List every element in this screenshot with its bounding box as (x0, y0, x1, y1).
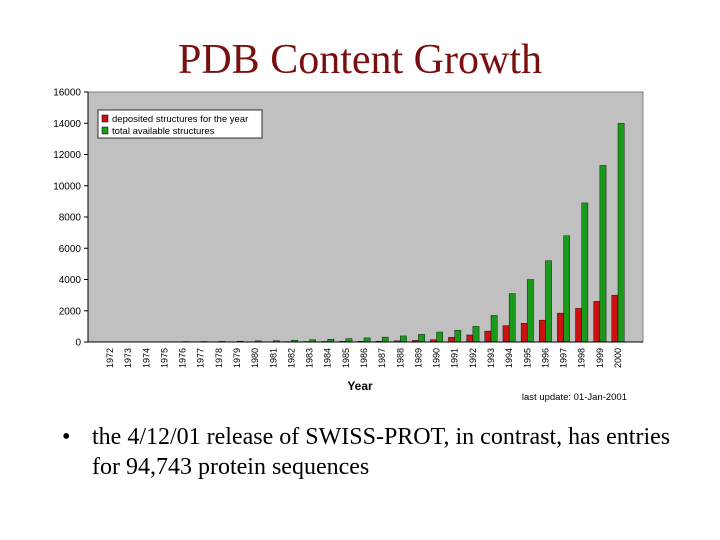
x-tick-label: 1994 (504, 348, 514, 368)
x-tick-label: 1996 (540, 348, 550, 368)
bar-total-1997 (563, 235, 570, 343)
bar-total-1994 (508, 293, 516, 343)
bar-deposited-1999 (593, 301, 601, 343)
bar-total-1998 (581, 202, 589, 343)
y-tick-label: 4000 (59, 275, 82, 286)
bar-total-1996 (545, 260, 552, 343)
y-tick-label: 14000 (53, 119, 81, 130)
x-tick-label: 1978 (214, 348, 224, 368)
y-tick-label: 12000 (53, 150, 81, 161)
bar-deposited-1998 (575, 308, 582, 343)
bar-total-1992 (472, 326, 480, 343)
bar-total-1988 (400, 335, 407, 343)
bars-group (103, 123, 625, 343)
bar-deposited-1991 (448, 337, 455, 343)
x-tick-label: 1974 (141, 348, 151, 368)
legend-swatch (101, 126, 109, 135)
bar-total-1999 (599, 165, 607, 343)
slide-title: PDB Content Growth (177, 37, 542, 83)
bar-total-1991 (454, 330, 462, 343)
x-tick-label: 1983 (305, 348, 315, 368)
legend-entry: deposited structures for the year (112, 114, 248, 125)
x-tick-label: 1986 (359, 348, 369, 368)
y-axis: 0 2000 4000 6000 8000 10000 12000 14000 16000 (53, 88, 89, 349)
bar-total-1995 (527, 279, 534, 343)
last-update-annotation: last update: 01-Jan-2001 (522, 392, 627, 403)
x-tick-label: 1998 (577, 348, 587, 368)
x-tick-label: 2000 (613, 348, 623, 368)
legend-entry: total available structures (112, 126, 215, 137)
x-tick-label: 1985 (341, 348, 351, 368)
y-tick-label: 10000 (53, 181, 81, 192)
bullet-text: the 4/12/01 release of SWISS-PROT, in co… (92, 424, 671, 480)
x-tick-label: 1993 (486, 348, 496, 368)
x-tick-label: 1981 (268, 348, 278, 368)
chart-container: 0 2000 4000 6000 8000 10000 12000 14000 16000 19… (40, 86, 660, 406)
bullet-point: • the 4/12/01 release of SWISS-PROT, in … (62, 422, 682, 482)
x-tick-label: 1990 (432, 348, 442, 368)
legend-swatch (101, 114, 109, 123)
bar-deposited-1992 (466, 334, 474, 343)
legend-box (97, 109, 263, 139)
x-tick-label: 1972 (105, 348, 115, 368)
bar-total-1986 (363, 337, 371, 343)
pdb-growth-chart: 0 2000 4000 6000 8000 10000 12000 14000 16000 19… (53, 88, 644, 403)
x-tick-label: 1995 (522, 348, 532, 368)
x-tick-label: 1977 (196, 348, 206, 368)
x-tick-label: 1991 (450, 348, 460, 368)
x-tick-label: 1979 (232, 348, 242, 368)
x-axis: 1972 1973 1974 1975 1976 1977 1978 1979 1980 1981… (88, 341, 643, 368)
x-tick-label: 1999 (595, 348, 605, 368)
bar-total-1990 (436, 331, 443, 343)
y-tick-label: 8000 (59, 213, 82, 224)
y-tick-label: 0 (75, 338, 81, 349)
x-tick-label: 1997 (559, 348, 569, 368)
x-axis-label: Year (347, 379, 373, 393)
x-tick-label: 1973 (123, 348, 133, 368)
y-tick-label: 6000 (59, 244, 82, 255)
x-tick-label: 1976 (178, 348, 188, 368)
bar-deposited-1996 (539, 319, 546, 343)
x-tick-label: 1987 (377, 348, 387, 368)
bar-deposited-1995 (520, 323, 528, 343)
bar-total-1989 (418, 334, 425, 343)
y-tick-label: 16000 (53, 88, 81, 99)
x-tick-label: 1992 (468, 348, 478, 368)
bullet-marker: • (62, 424, 71, 450)
x-tick-label: 1982 (286, 348, 296, 368)
bar-deposited-1997 (557, 312, 564, 343)
bar-total-1987 (381, 336, 389, 343)
bar-deposited-2000 (611, 294, 619, 343)
x-tick-label: 1989 (413, 348, 423, 368)
y-tick-label: 2000 (59, 306, 82, 317)
bar-deposited-1993 (484, 330, 492, 343)
bar-total-1993 (490, 315, 498, 343)
bar-total-2000 (617, 123, 625, 343)
x-tick-label: 1975 (159, 348, 169, 368)
x-tick-label: 1980 (250, 348, 260, 368)
x-tick-label: 1984 (323, 348, 333, 368)
bar-deposited-1994 (502, 325, 510, 343)
bar-total-1985 (345, 338, 353, 343)
x-tick-label: 1988 (395, 348, 405, 368)
